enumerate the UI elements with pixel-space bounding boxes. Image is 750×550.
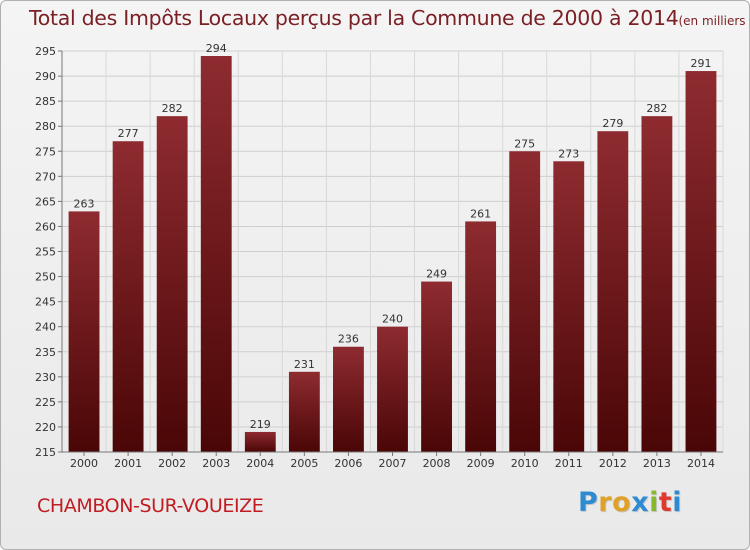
bar-2004 <box>244 431 276 452</box>
bar-2011 <box>553 161 585 452</box>
y-tick-label: 280 <box>35 120 56 133</box>
y-tick-label: 285 <box>35 95 56 108</box>
y-tick-label: 245 <box>35 296 56 309</box>
logo-letter: P <box>578 487 599 518</box>
chart-title: Total des Impôts Locaux perçus par la Co… <box>29 6 749 30</box>
y-tick-label: 250 <box>35 271 56 284</box>
y-tick-label: 270 <box>35 170 56 183</box>
value-label-2008: 249 <box>426 268 447 281</box>
y-tick-label: 295 <box>35 45 56 58</box>
bar-2008 <box>421 281 452 452</box>
bar-2002 <box>156 116 188 452</box>
x-tick-label-2012: 2012 <box>599 457 627 470</box>
x-tick-label-2000: 2000 <box>70 457 98 470</box>
value-label-2003: 294 <box>206 42 227 55</box>
bar-2012 <box>597 131 629 452</box>
value-label-2000: 263 <box>74 197 95 210</box>
bar-2013 <box>641 116 673 452</box>
x-tick-label-2007: 2007 <box>379 457 407 470</box>
value-label-2009: 261 <box>470 207 491 220</box>
y-tick-label: 255 <box>35 246 56 259</box>
y-tick-label: 290 <box>35 70 56 83</box>
value-label-2002: 282 <box>162 102 183 115</box>
y-tick-label: 225 <box>35 396 56 409</box>
x-tick-label-2003: 2003 <box>202 457 230 470</box>
bar-2007 <box>377 326 408 452</box>
logo-letter: t <box>658 487 673 518</box>
x-tick-label-2014: 2014 <box>687 457 715 470</box>
logo-letter: i <box>672 487 683 518</box>
x-tick-label-2008: 2008 <box>423 457 451 470</box>
logo-letter: r <box>598 487 613 518</box>
y-tick-label: 215 <box>35 446 56 459</box>
y-tick-label: 230 <box>35 371 56 384</box>
y-tick-label: 240 <box>35 321 56 334</box>
x-tick-label-2005: 2005 <box>290 457 318 470</box>
y-tick-label: 220 <box>35 421 56 434</box>
x-tick-label-2010: 2010 <box>511 457 539 470</box>
y-tick-label: 275 <box>35 145 56 158</box>
value-label-2010: 275 <box>514 137 535 150</box>
value-label-2006: 236 <box>338 333 359 346</box>
x-tick-label-2002: 2002 <box>158 457 186 470</box>
y-tick-label: 265 <box>35 195 56 208</box>
bar-2009 <box>465 221 497 452</box>
bar-2014 <box>685 71 717 453</box>
y-tick-label: 260 <box>35 220 56 233</box>
x-tick-label-2001: 2001 <box>114 457 142 470</box>
value-label-2013: 282 <box>646 102 667 115</box>
logo-letter: o <box>612 487 632 518</box>
chart-title-main: Total des Impôts Locaux perçus par la Co… <box>29 6 679 30</box>
value-label-2004: 219 <box>250 418 271 431</box>
bar-2003 <box>200 56 232 452</box>
logo-letter: i <box>649 487 659 518</box>
x-tick-label-2009: 2009 <box>467 457 495 470</box>
x-tick-label-2011: 2011 <box>555 457 583 470</box>
bar-2000 <box>68 211 100 452</box>
bar-2001 <box>112 141 144 452</box>
value-label-2001: 277 <box>118 127 139 140</box>
bar-2006 <box>333 346 364 452</box>
value-label-2007: 240 <box>382 313 403 326</box>
commune-name: CHAMBON-SUR-VOUEIZE <box>37 495 264 517</box>
value-label-2005: 231 <box>294 358 315 371</box>
y-tick-label: 235 <box>35 346 56 359</box>
x-tick-label-2004: 2004 <box>246 457 274 470</box>
value-label-2014: 291 <box>690 57 711 70</box>
bars-layer: 263 277 282 294 219 231 236 240 249 261 275 273 279 2… <box>68 42 717 453</box>
axis-layer: 2152202252302352402452502552602652702752… <box>35 45 723 470</box>
logo-letter: x <box>631 487 650 518</box>
value-label-2012: 279 <box>602 117 623 130</box>
x-tick-label-2013: 2013 <box>643 457 671 470</box>
chart-title-unit: (en milliers d'€) <box>678 14 749 28</box>
value-label-2011: 273 <box>558 147 579 160</box>
proxiti-logo: Proxiti <box>578 487 682 518</box>
bar-2010 <box>509 151 541 452</box>
x-tick-label-2006: 2006 <box>334 457 362 470</box>
bar-2005 <box>288 371 320 452</box>
